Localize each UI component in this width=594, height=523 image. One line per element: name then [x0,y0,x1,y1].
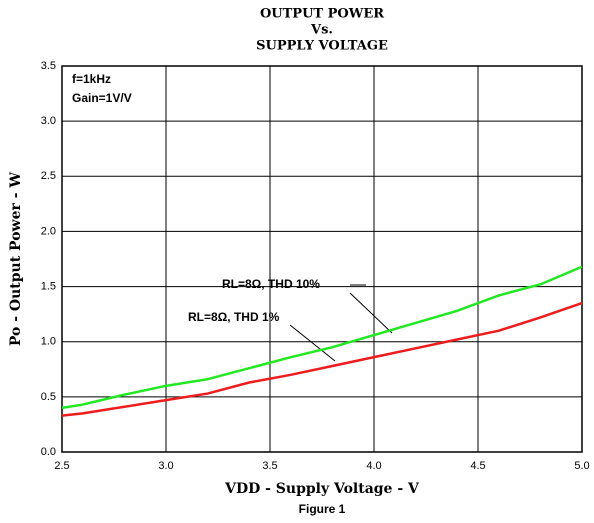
y-tick-label: 3.0 [41,115,56,127]
x-tick-label: 3.5 [262,460,277,472]
y-tick-label: 2.0 [41,225,56,237]
annotation: RL=8Ω, THD 10% [222,277,320,291]
y-tick-label: 1.5 [41,280,56,292]
chart-title: Vs. [310,23,333,38]
leader-line [349,292,393,334]
x-tick-label: 3.0 [158,460,173,472]
y-tick-label: 0.5 [41,391,56,403]
x-tick-label: 2.5 [54,460,69,472]
leader-line [289,324,336,362]
chart-title: SUPPLY VOLTAGE [256,39,388,54]
data-line [61,301,583,417]
x-tick-label: 4.5 [470,460,485,472]
y-tick-label: 1.0 [41,336,56,348]
annotation: Gain=1V/V [72,91,132,105]
x-tick-label: 4.0 [366,460,381,472]
x-axis-label: VDD - Supply Voltage - V [224,481,420,497]
figure-caption: Figure 1 [299,502,346,516]
x-tick-label: 5.0 [574,460,589,472]
y-tick-label: 0.0 [41,446,56,458]
y-tick-label: 2.5 [41,170,56,182]
data-line [61,265,583,410]
plot-border [61,65,583,453]
y-tick-label: 3.5 [41,60,56,72]
annotation: RL=8Ω, THD 1% [188,310,280,324]
y-axis-label: Po - Output Power - W [8,172,24,347]
annotation: f=1kHz [72,72,111,86]
chart-title: OUTPUT POWER [260,7,384,22]
